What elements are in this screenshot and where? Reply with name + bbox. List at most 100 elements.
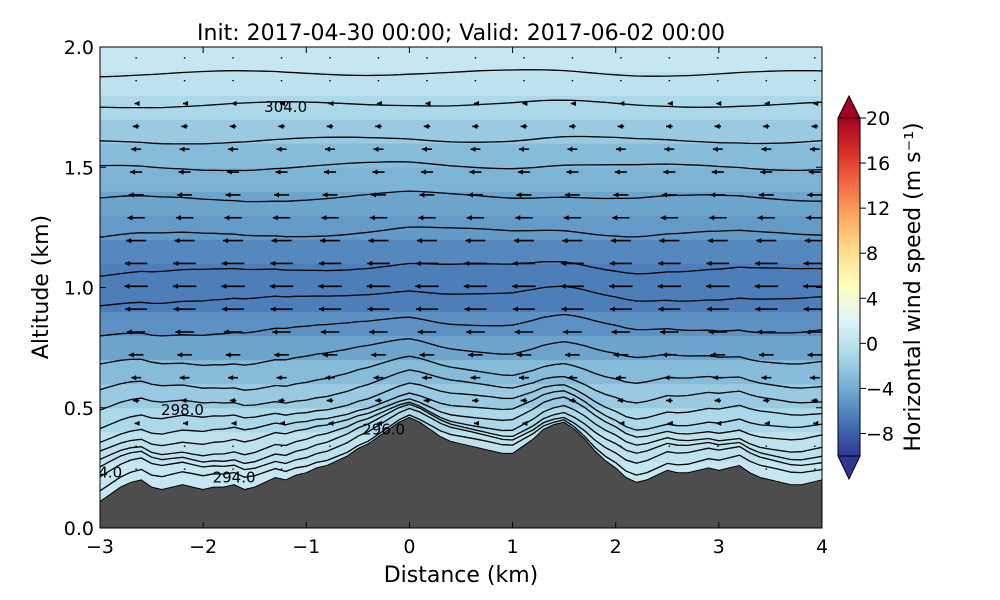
wind-vector — [717, 445, 719, 448]
contour-line — [100, 135, 822, 145]
colorbar-label: Horizontal wind speed (m s⁻¹) — [901, 122, 926, 451]
wind-vector-head — [278, 397, 284, 404]
wind-vector-head — [612, 215, 618, 221]
y-tick-label: 2.0 — [64, 37, 94, 59]
wind-vector-head — [562, 238, 568, 244]
wind-vector-head — [221, 260, 227, 267]
y-tick-label: 1.0 — [64, 278, 94, 300]
wind-vector — [717, 79, 719, 82]
wind-vector — [377, 79, 380, 82]
wind-vector-head — [667, 420, 673, 426]
wind-vector-head — [276, 375, 282, 381]
wind-vector-head — [520, 123, 526, 129]
wind-vector-head — [280, 420, 286, 426]
wind-vector-head — [181, 123, 187, 129]
wind-vector-head — [657, 283, 663, 289]
wind-vector-head — [619, 100, 625, 107]
wind-vector — [135, 79, 137, 82]
wind-vector — [426, 57, 428, 59]
wind-vector-head — [666, 123, 672, 129]
wind-vector — [183, 445, 186, 448]
contour-line — [100, 355, 822, 391]
colorbar-tick-label: 12 — [866, 198, 890, 220]
x-tick-label: 3 — [713, 536, 725, 558]
wind-vector-head — [415, 306, 421, 312]
wind-vector-head — [764, 100, 770, 107]
shading-band — [100, 119, 822, 144]
wind-vector-head — [658, 306, 664, 312]
wind-vector — [183, 57, 186, 59]
wind-vector-head — [663, 169, 669, 175]
contour-line — [100, 226, 822, 238]
wind-vector-head — [807, 192, 813, 198]
wind-vector-head — [223, 238, 229, 244]
wind-vector-head — [619, 420, 625, 426]
wind-vector-head — [609, 306, 615, 312]
wind-vector-head — [134, 420, 140, 426]
contour-labels: 304.0 298.0 296.0 294.0 4.0 — [100, 98, 405, 486]
colorbar-extend-min — [837, 455, 861, 481]
wind-vector-head — [373, 146, 379, 152]
wind-vector-head — [175, 329, 181, 335]
wind-vector — [280, 468, 283, 470]
wind-vector-head — [512, 260, 518, 267]
wind-vector-head — [131, 375, 137, 381]
wind-vector-head — [567, 375, 573, 381]
wind-vector-head — [472, 397, 478, 404]
colorbar-tick-label: −8 — [866, 423, 894, 445]
wind-vector-head — [124, 260, 130, 267]
wind-vector-head — [611, 329, 617, 335]
wind-vector-head — [512, 306, 518, 312]
wind-vector-head — [228, 375, 234, 381]
wind-vector-head — [325, 375, 331, 381]
wind-vector-head — [419, 192, 425, 198]
wind-vector-head — [563, 215, 569, 221]
wind-vector-head — [231, 100, 237, 107]
wind-vector — [135, 445, 137, 448]
contour-line — [100, 382, 822, 430]
wind-vector-head — [422, 146, 428, 152]
wind-vector-head — [181, 397, 187, 404]
wind-vector-head — [806, 215, 812, 221]
shading-band — [100, 383, 822, 409]
wind-vector — [765, 468, 768, 470]
wind-vector-head — [763, 123, 769, 129]
wind-vector — [813, 445, 816, 448]
wind-vector-head — [272, 215, 278, 221]
wind-vector-head — [177, 192, 183, 198]
colorbar-ticks: −8 −4 0 4 8 12 16 20 — [860, 108, 894, 445]
wind-vector — [765, 57, 768, 59]
wind-vector-head — [804, 238, 810, 244]
wind-vector-head — [274, 192, 280, 198]
wind-vector — [571, 79, 574, 82]
wind-vector-head — [231, 420, 237, 426]
wind-vector-head — [755, 260, 761, 267]
wind-vector-head — [518, 146, 524, 152]
wind-vector-head — [811, 397, 817, 404]
wind-vector-head — [512, 283, 518, 289]
wind-vector-head — [270, 306, 276, 312]
wind-vector-head — [466, 329, 472, 335]
wind-vector-head — [223, 329, 229, 335]
wind-vector-head — [567, 146, 573, 152]
wind-vector-head — [134, 100, 140, 107]
wind-vector-head — [221, 283, 227, 289]
wind-vector-head — [469, 169, 475, 175]
shading-band — [100, 167, 822, 192]
wind-vector-head — [173, 260, 179, 267]
x-tick-label: −1 — [292, 536, 320, 558]
wind-vector — [668, 79, 671, 82]
wind-vector-head — [615, 146, 621, 152]
wind-vector-head — [757, 215, 763, 221]
wind-vector — [232, 445, 234, 448]
wind-vector-head — [516, 352, 522, 358]
wind-vector — [135, 57, 137, 59]
wind-vector — [620, 79, 622, 82]
colorbar-tick-label: −4 — [866, 378, 894, 400]
wind-vector-head — [224, 215, 230, 221]
wind-vector-head — [272, 329, 278, 335]
wind-vector — [426, 79, 428, 82]
wind-vector-head — [328, 100, 334, 107]
wind-vector — [813, 468, 816, 470]
